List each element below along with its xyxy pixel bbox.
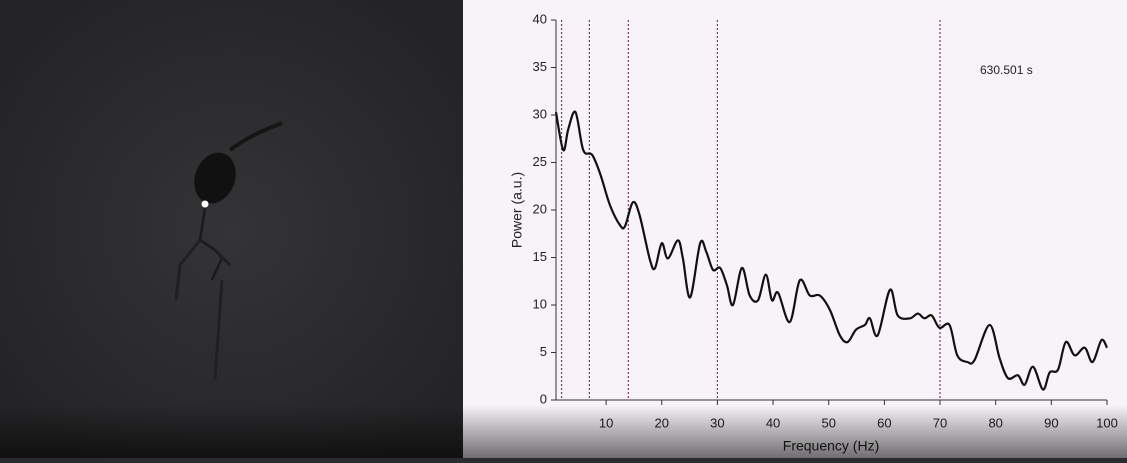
y-tick-label: 0 — [540, 391, 547, 406]
x-tick-label: 30 — [710, 415, 724, 430]
y-tick-label: 5 — [540, 344, 547, 359]
y-tick-label: 15 — [533, 249, 547, 264]
annotation: 630.501 s — [980, 63, 1033, 77]
y-tick-label: 10 — [533, 296, 547, 311]
y-tick-label: 30 — [533, 106, 547, 121]
page: {"chart_data": {"type": "line", "annotat… — [0, 0, 1127, 458]
x-tick-label: 20 — [655, 415, 669, 430]
y-axis-label: Power (a.u.) — [509, 172, 525, 248]
x-tick-label: 60 — [877, 415, 891, 430]
x-tick-label: 100 — [1096, 415, 1118, 430]
x-tick-label: 80 — [988, 415, 1002, 430]
x-tick-label: 40 — [766, 415, 780, 430]
x-tick-label: 10 — [599, 415, 613, 430]
y-tick-label: 25 — [533, 154, 547, 169]
x-tick-label: 50 — [821, 415, 835, 430]
y-tick-label: 20 — [533, 201, 547, 216]
y-tick-label: 35 — [533, 59, 547, 74]
x-axis-label: Frequency (Hz) — [783, 438, 879, 454]
screen: 0 5 10 15 20 25 30 35 40 10 20 30 40 50 60 70 80 90 100 63… — [0, 0, 1127, 458]
video-frame — [0, 0, 463, 458]
x-tick-label: 90 — [1044, 415, 1058, 430]
y-tick-label: 40 — [533, 11, 547, 26]
x-tick-label: 70 — [933, 415, 947, 430]
